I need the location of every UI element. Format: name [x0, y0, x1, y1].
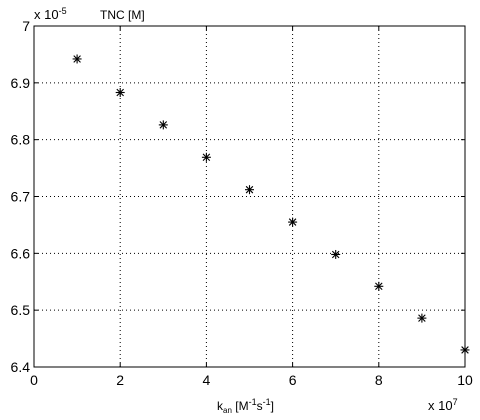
y-tick-label: 6.5	[11, 302, 31, 318]
data-point	[245, 185, 254, 195]
y-tick-labels: 6.4 6.5 6.6 6.7 6.8 6.9 7	[11, 18, 31, 375]
data-series	[72, 54, 470, 355]
y-exponent-label: x 10-5	[34, 6, 67, 22]
x-tick-label: 8	[375, 372, 383, 388]
data-point	[288, 217, 298, 227]
x-tick-label: 0	[30, 372, 38, 388]
x-tick-label: 10	[457, 372, 473, 388]
x-exponent-label: x 107	[428, 397, 458, 413]
x-tick-label: 2	[116, 372, 124, 388]
data-point	[115, 87, 125, 97]
axis-ticks	[33, 25, 466, 368]
y-tick-label: 6.9	[11, 75, 31, 91]
y-tick-label: 6.4	[11, 359, 31, 375]
data-point	[460, 345, 470, 355]
x-tick-label: 6	[289, 372, 297, 388]
data-point	[374, 281, 384, 291]
plot-area	[34, 26, 465, 367]
data-point	[72, 54, 82, 64]
grid	[34, 26, 465, 367]
x-tick-labels: 0 2 4 6 8 10	[30, 372, 473, 388]
data-point	[331, 249, 341, 259]
data-point	[201, 152, 211, 162]
y-axis-label: TNC [M]	[100, 8, 145, 22]
y-tick-label: 6.7	[11, 189, 31, 205]
x-tick-label: 4	[203, 372, 211, 388]
data-point	[417, 313, 427, 323]
y-tick-label: 6.6	[11, 245, 31, 261]
data-point	[158, 120, 168, 130]
y-tick-label: 7	[22, 18, 30, 34]
x-axis-label: kan [M-1s-1]	[217, 397, 274, 415]
y-tick-label: 6.8	[11, 132, 31, 148]
